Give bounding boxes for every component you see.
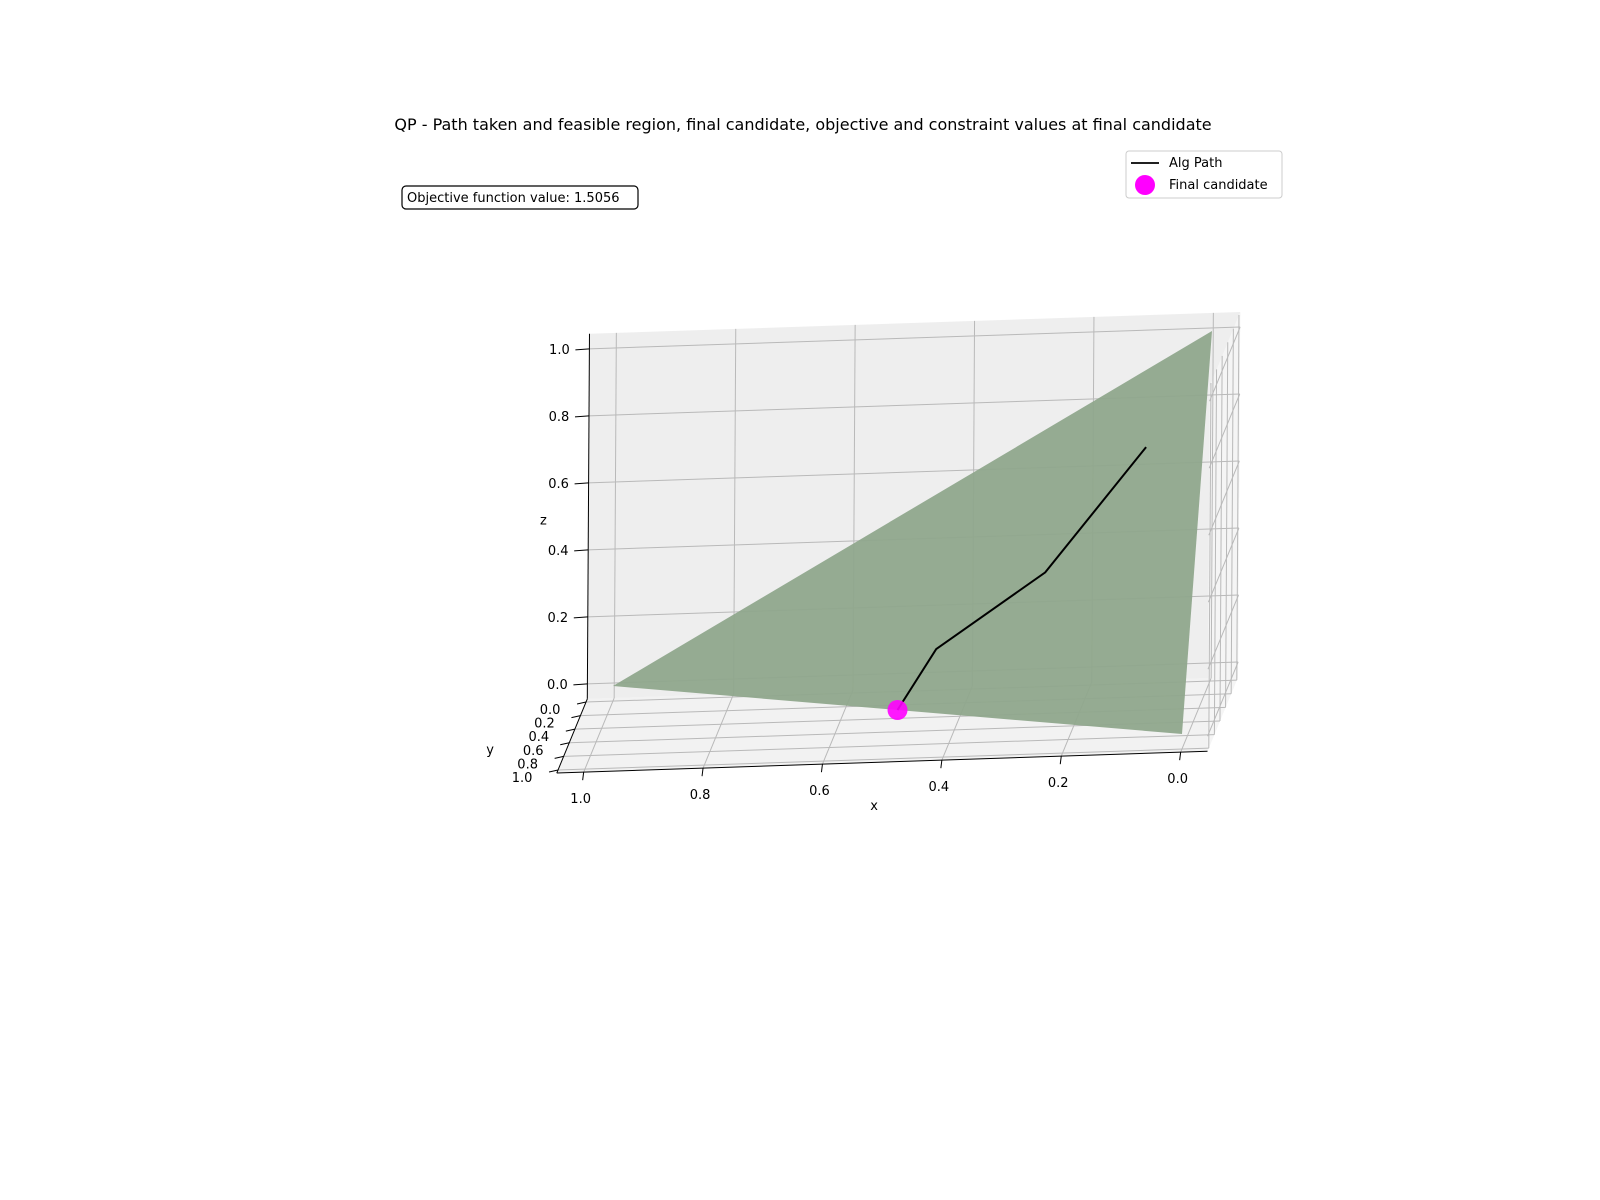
x-tick-label: 1.0 xyxy=(570,792,591,807)
y-tick-label: 1.0 xyxy=(512,771,533,786)
y-tick-label-mark xyxy=(576,701,587,705)
grid-x-floor xyxy=(583,697,615,773)
axis-lines xyxy=(556,333,1208,774)
z-axis-line xyxy=(586,333,590,699)
annotation-box xyxy=(401,185,639,210)
grid-x-back xyxy=(1210,312,1214,679)
grid-z-side xyxy=(1208,460,1240,536)
z-tick-label: 0.2 xyxy=(547,611,568,626)
grid-y-floor xyxy=(563,734,1215,757)
grid-z-side xyxy=(1207,661,1239,737)
x-axis-label: x xyxy=(870,799,878,814)
legend-frame xyxy=(1125,150,1283,199)
x-tick-label: 0.4 xyxy=(929,780,950,795)
y-tick-label: 0.4 xyxy=(529,730,550,745)
grid-z-side xyxy=(1209,326,1241,402)
y-tick-label-mark xyxy=(565,728,575,732)
tick-labels: 0.00.20.40.60.81.00.00.20.40.60.81.00.00… xyxy=(486,343,1188,814)
z-tick-label: 0.8 xyxy=(549,410,570,425)
y-tick-label: 0.2 xyxy=(534,717,555,732)
legend-candidate-swatch xyxy=(1135,175,1155,195)
grid-z-side xyxy=(1207,527,1240,603)
grid-x-floor xyxy=(1180,677,1212,753)
grid-y-side xyxy=(1225,342,1229,708)
grid-z-back xyxy=(589,326,1241,350)
grid-y-side xyxy=(1230,328,1234,694)
alg-path-group xyxy=(887,446,1147,720)
z-tick-label: 0.6 xyxy=(548,477,569,492)
legend: Alg Path Final candidate xyxy=(1125,150,1283,199)
y-tick-label: 0.6 xyxy=(523,744,544,759)
z-tick-label-mark xyxy=(574,482,589,485)
feasible-region xyxy=(613,331,1212,734)
x-tick-label-mark xyxy=(582,772,585,781)
legend-path-label: Alg Path xyxy=(1169,156,1222,171)
x-tick-label-mark xyxy=(820,764,823,773)
grid-y-floor xyxy=(558,747,1209,771)
z-axis-label: z xyxy=(540,513,547,528)
x-tick-label: 0.0 xyxy=(1167,772,1188,787)
final-candidate-point xyxy=(887,700,908,720)
z-tick-label-mark xyxy=(574,415,590,418)
x-tick-label-mark xyxy=(1179,752,1182,761)
x-tick-label-mark xyxy=(1059,756,1062,765)
z-tick-label-mark xyxy=(573,616,588,619)
chart-title: QP - Path taken and feasible region, fin… xyxy=(394,115,1211,134)
feasible-region-group xyxy=(613,331,1212,734)
y-tick-label-mark xyxy=(548,769,559,773)
grid-y-side xyxy=(1219,355,1223,721)
z-tick-label: 1.0 xyxy=(549,343,570,358)
grid-z-side xyxy=(1208,393,1241,469)
grid-y-side xyxy=(1213,369,1218,735)
y-tick-label: 0.8 xyxy=(517,757,538,772)
y-tick-label: 0.0 xyxy=(540,703,561,718)
x-tick-label: 0.2 xyxy=(1048,776,1069,791)
z-tick-label-mark xyxy=(573,683,588,686)
legend-candidate-label: Final candidate xyxy=(1169,178,1268,193)
grid-y-side xyxy=(1236,315,1240,681)
grid-x-floor xyxy=(702,693,735,769)
grid-z-side xyxy=(1207,594,1239,670)
y-tick-label-mark xyxy=(554,755,564,759)
x-tick-label-mark xyxy=(940,760,943,769)
alg-path-line xyxy=(896,446,1147,711)
y-tick-label-mark xyxy=(571,715,581,719)
y-tick-label-mark xyxy=(560,742,570,746)
objective-annotation: Objective function value: 1.5056 xyxy=(401,185,639,210)
z-tick-label-mark xyxy=(575,348,590,351)
x-tick-label: 0.8 xyxy=(690,788,711,803)
annotation-text: Objective function value: 1.5056 xyxy=(407,191,620,206)
y-axis-line xyxy=(556,698,588,774)
y-axis-label: y xyxy=(486,743,494,758)
z-tick-label-mark xyxy=(574,549,589,552)
z-tick-label: 0.0 xyxy=(547,678,568,693)
grid-x-back xyxy=(613,332,617,699)
grid-y-side xyxy=(1208,383,1212,749)
side-pane xyxy=(1207,312,1241,752)
x-tick-label-mark xyxy=(701,768,704,777)
z-tick-label: 0.4 xyxy=(548,544,569,559)
x-tick-label: 0.6 xyxy=(809,784,830,799)
x-axis-line xyxy=(556,750,1208,774)
